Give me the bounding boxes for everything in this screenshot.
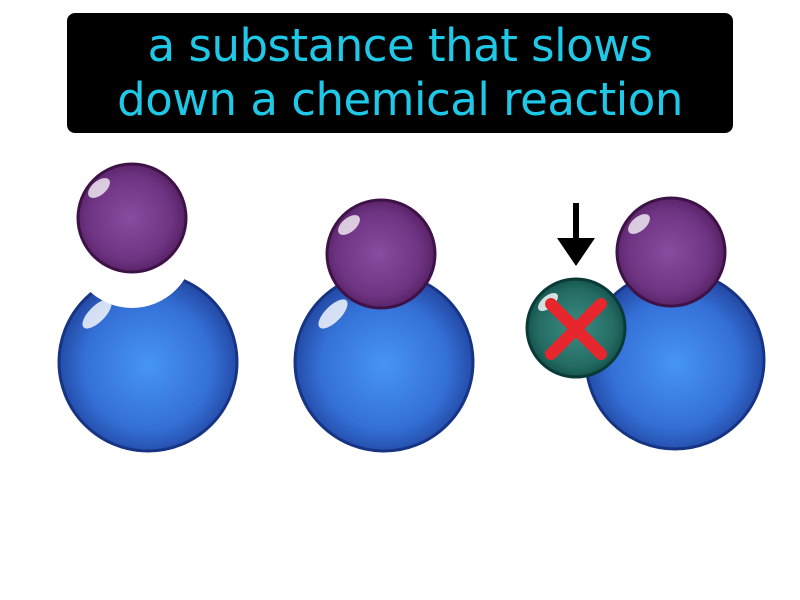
substrate-molecule-icon xyxy=(615,196,727,308)
panel-bound xyxy=(293,198,475,453)
down-arrow-icon xyxy=(557,203,595,266)
panel-inhibited xyxy=(525,196,766,451)
enzyme-with-active-site-icon xyxy=(57,271,239,453)
x-mark-icon xyxy=(545,298,607,360)
substrate-molecule-icon xyxy=(76,162,188,274)
caption-line-2: down a chemical reaction xyxy=(117,73,683,126)
panel-separate xyxy=(57,162,239,453)
substrate-molecule-icon xyxy=(325,198,437,310)
caption-line-1: a substance that slows xyxy=(147,19,653,72)
caption-box: a substance that slows down a chemical r… xyxy=(67,13,733,133)
